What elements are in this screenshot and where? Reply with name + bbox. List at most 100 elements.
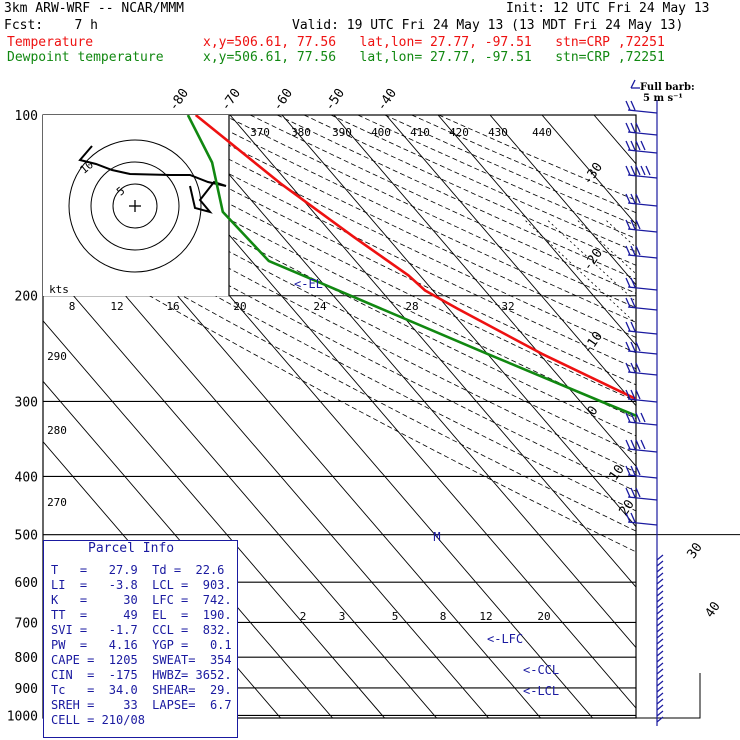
hodograph-ring [112, 183, 158, 229]
wind-barb [627, 149, 658, 154]
wind-barb-flag [625, 412, 631, 423]
wind-barb [627, 109, 658, 114]
wind-barb [656, 686, 664, 693]
valid-time: Valid: 19 UTC Fri 24 May 13 (13 MDT Fri … [292, 18, 684, 33]
theta-label: 410 [410, 126, 430, 139]
parcel-row: CELL = 210/08 [51, 713, 145, 727]
mixing-ratio-line [632, 220, 636, 225]
ccl-label: <-CCL [523, 663, 559, 677]
mixing-ratio-label: 3 [339, 610, 346, 623]
hodograph-ring [68, 139, 202, 273]
wind-barb [627, 174, 658, 179]
pressure-tick-label: 600 [15, 576, 38, 591]
wind-barb-flag [630, 297, 636, 308]
wind-barb-flag [625, 487, 631, 498]
wind-barb-flag [630, 321, 636, 332]
wind-barb [627, 421, 658, 426]
dewpoint-legend: Dewpoint temperature [7, 50, 164, 65]
wind-barb [656, 710, 664, 717]
isotherm-label: 10 [606, 462, 627, 483]
wind-barb [656, 608, 664, 615]
wind-barb-flag [625, 193, 631, 204]
wind-barb-flag [640, 165, 646, 176]
wind-barb [627, 448, 658, 453]
wind-barb-flag [625, 341, 631, 352]
wind-barb [656, 716, 664, 723]
isotherm-label: -60 [270, 86, 296, 114]
wind-barb-flag [635, 439, 641, 450]
dry-adiabat [277, 115, 636, 280]
wind-barb-flag [630, 277, 636, 288]
wind-barb [656, 656, 664, 663]
wind-barb [656, 698, 664, 705]
pressure-tick-label: 300 [15, 395, 38, 410]
wind-barb [627, 306, 658, 311]
isotherm-line [281, 115, 636, 528]
wind-barb [656, 578, 664, 585]
wind-barb [656, 566, 664, 573]
dry-adiabat [250, 115, 636, 294]
theta-label: 430 [488, 126, 508, 139]
temperature-legend: Temperature [7, 35, 94, 50]
hodograph-units: kts [49, 283, 69, 296]
wind-barb-flag [625, 219, 631, 230]
wind-barb [656, 644, 664, 651]
isotherm-line [698, 115, 740, 719]
wind-barb-flag [625, 122, 631, 133]
wind-barb-flag [630, 512, 636, 523]
wind-barb-flag [625, 362, 631, 373]
wind-barb [627, 371, 658, 376]
wind-barb-flag [635, 389, 641, 400]
wind-barb [656, 692, 664, 699]
parcel-row: PW = 4.16 YGP = 0.1 [51, 638, 232, 652]
lfc-label: <-LFC [487, 632, 523, 646]
mixing-ratio-label: 32 [501, 300, 514, 313]
theta-label: 370 [250, 126, 270, 139]
wind-barb [656, 674, 664, 681]
barb-legend-line2: 5 m s⁻¹ [643, 93, 683, 104]
wind-barb [627, 254, 658, 259]
wind-barb-flag [635, 193, 641, 204]
dry-adiabat [330, 115, 636, 253]
mixing-ratio-line [666, 221, 740, 717]
isotherm-label: -80 [166, 86, 192, 114]
isotherm-line [43, 259, 438, 718]
wind-barb [627, 474, 658, 479]
isotherm-label: -50 [322, 86, 348, 114]
parcel-row: T = 27.9 Td = 22.6 [51, 563, 225, 577]
parcel-row: CIN = -175 HWBZ= 3652. [51, 668, 232, 682]
barb-legend-flag [630, 79, 636, 89]
wind-barb-flag [625, 439, 631, 450]
isotherm-line [646, 115, 740, 719]
wind-barb [627, 202, 658, 207]
isotherm-label: -20 [580, 246, 606, 274]
dry-adiabat [43, 215, 636, 532]
skew-edge [635, 534, 740, 719]
theta-label: 440 [532, 126, 552, 139]
wind-barb [656, 560, 664, 567]
isotherm-line [593, 115, 636, 165]
wind-barb-flag [630, 165, 636, 176]
dry-adiabat [88, 115, 636, 386]
dry-adiabat [43, 198, 636, 512]
forecast-hour: Fcst: 7 h [4, 18, 98, 33]
mixing-ratio-line [689, 221, 740, 717]
parcel-info-title: Parcel Info [88, 541, 175, 556]
wind-barb [656, 584, 664, 591]
init-time: Init: 12 UTC Fri 24 May 13 [506, 1, 710, 16]
theta-label: 400 [371, 126, 391, 139]
mixing-ratio-label: 16 [166, 300, 179, 313]
wind-barb [656, 554, 664, 561]
dry-adiabat [411, 115, 636, 214]
mixing-ratio-label: 2 [300, 610, 307, 623]
pressure-tick-label: 800 [15, 651, 38, 666]
wind-barb-flag [630, 412, 636, 423]
wind-barb [656, 596, 664, 603]
dry-adiabat [43, 165, 636, 473]
parcel-row: LI = -3.8 LCL = 903. [51, 578, 232, 592]
isotherm-line [385, 115, 636, 407]
wind-barb [627, 496, 658, 501]
parcel-row: Tc = 34.0 SHEAR= 29. [51, 683, 232, 697]
wind-barb [627, 398, 658, 403]
wind-barb [656, 638, 664, 645]
